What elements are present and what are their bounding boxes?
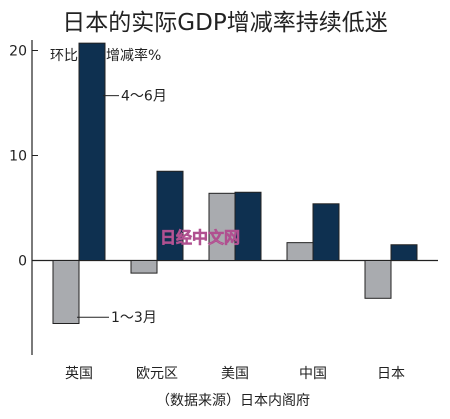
y-axis-unit-label: 环比年化增减率% <box>50 47 161 64</box>
bar-q2-0 <box>78 42 106 262</box>
category-label: 美国 <box>221 366 249 382</box>
category-label: 英国 <box>65 365 93 382</box>
category-label: 日本 <box>377 366 405 382</box>
bar-q1-0 <box>52 260 80 324</box>
plot-area: 0 10 20 英国 欧元区 美国 中国 日本 4～6月 1～3月 日经中文网 <box>9 40 438 382</box>
bar-q1-2 <box>208 192 236 261</box>
y-tick-label: 10 <box>9 149 27 165</box>
bar-q1-3 <box>286 242 314 261</box>
chart-title: 日本的实际GDP增减率持续低迷 <box>62 10 387 36</box>
category-label: 中国 <box>299 366 327 382</box>
bar-q1-4 <box>364 260 392 299</box>
bar-q2-1 <box>156 170 184 261</box>
watermark-logo: 日经中文网 <box>160 228 240 247</box>
series-label: 4～6月 <box>121 89 167 105</box>
bar-q1-1 <box>130 260 158 274</box>
y-tick-label: 0 <box>18 254 27 270</box>
category-label: 欧元区 <box>136 366 178 382</box>
source-note: （数据来源）日本内阁府 <box>156 393 310 409</box>
series-label: 1～3月 <box>111 310 157 326</box>
y-tick-label: 20 <box>9 44 27 60</box>
bar-q2-4 <box>390 244 418 261</box>
bar-q2-2 <box>234 191 262 261</box>
bar-q2-3 <box>312 203 340 262</box>
